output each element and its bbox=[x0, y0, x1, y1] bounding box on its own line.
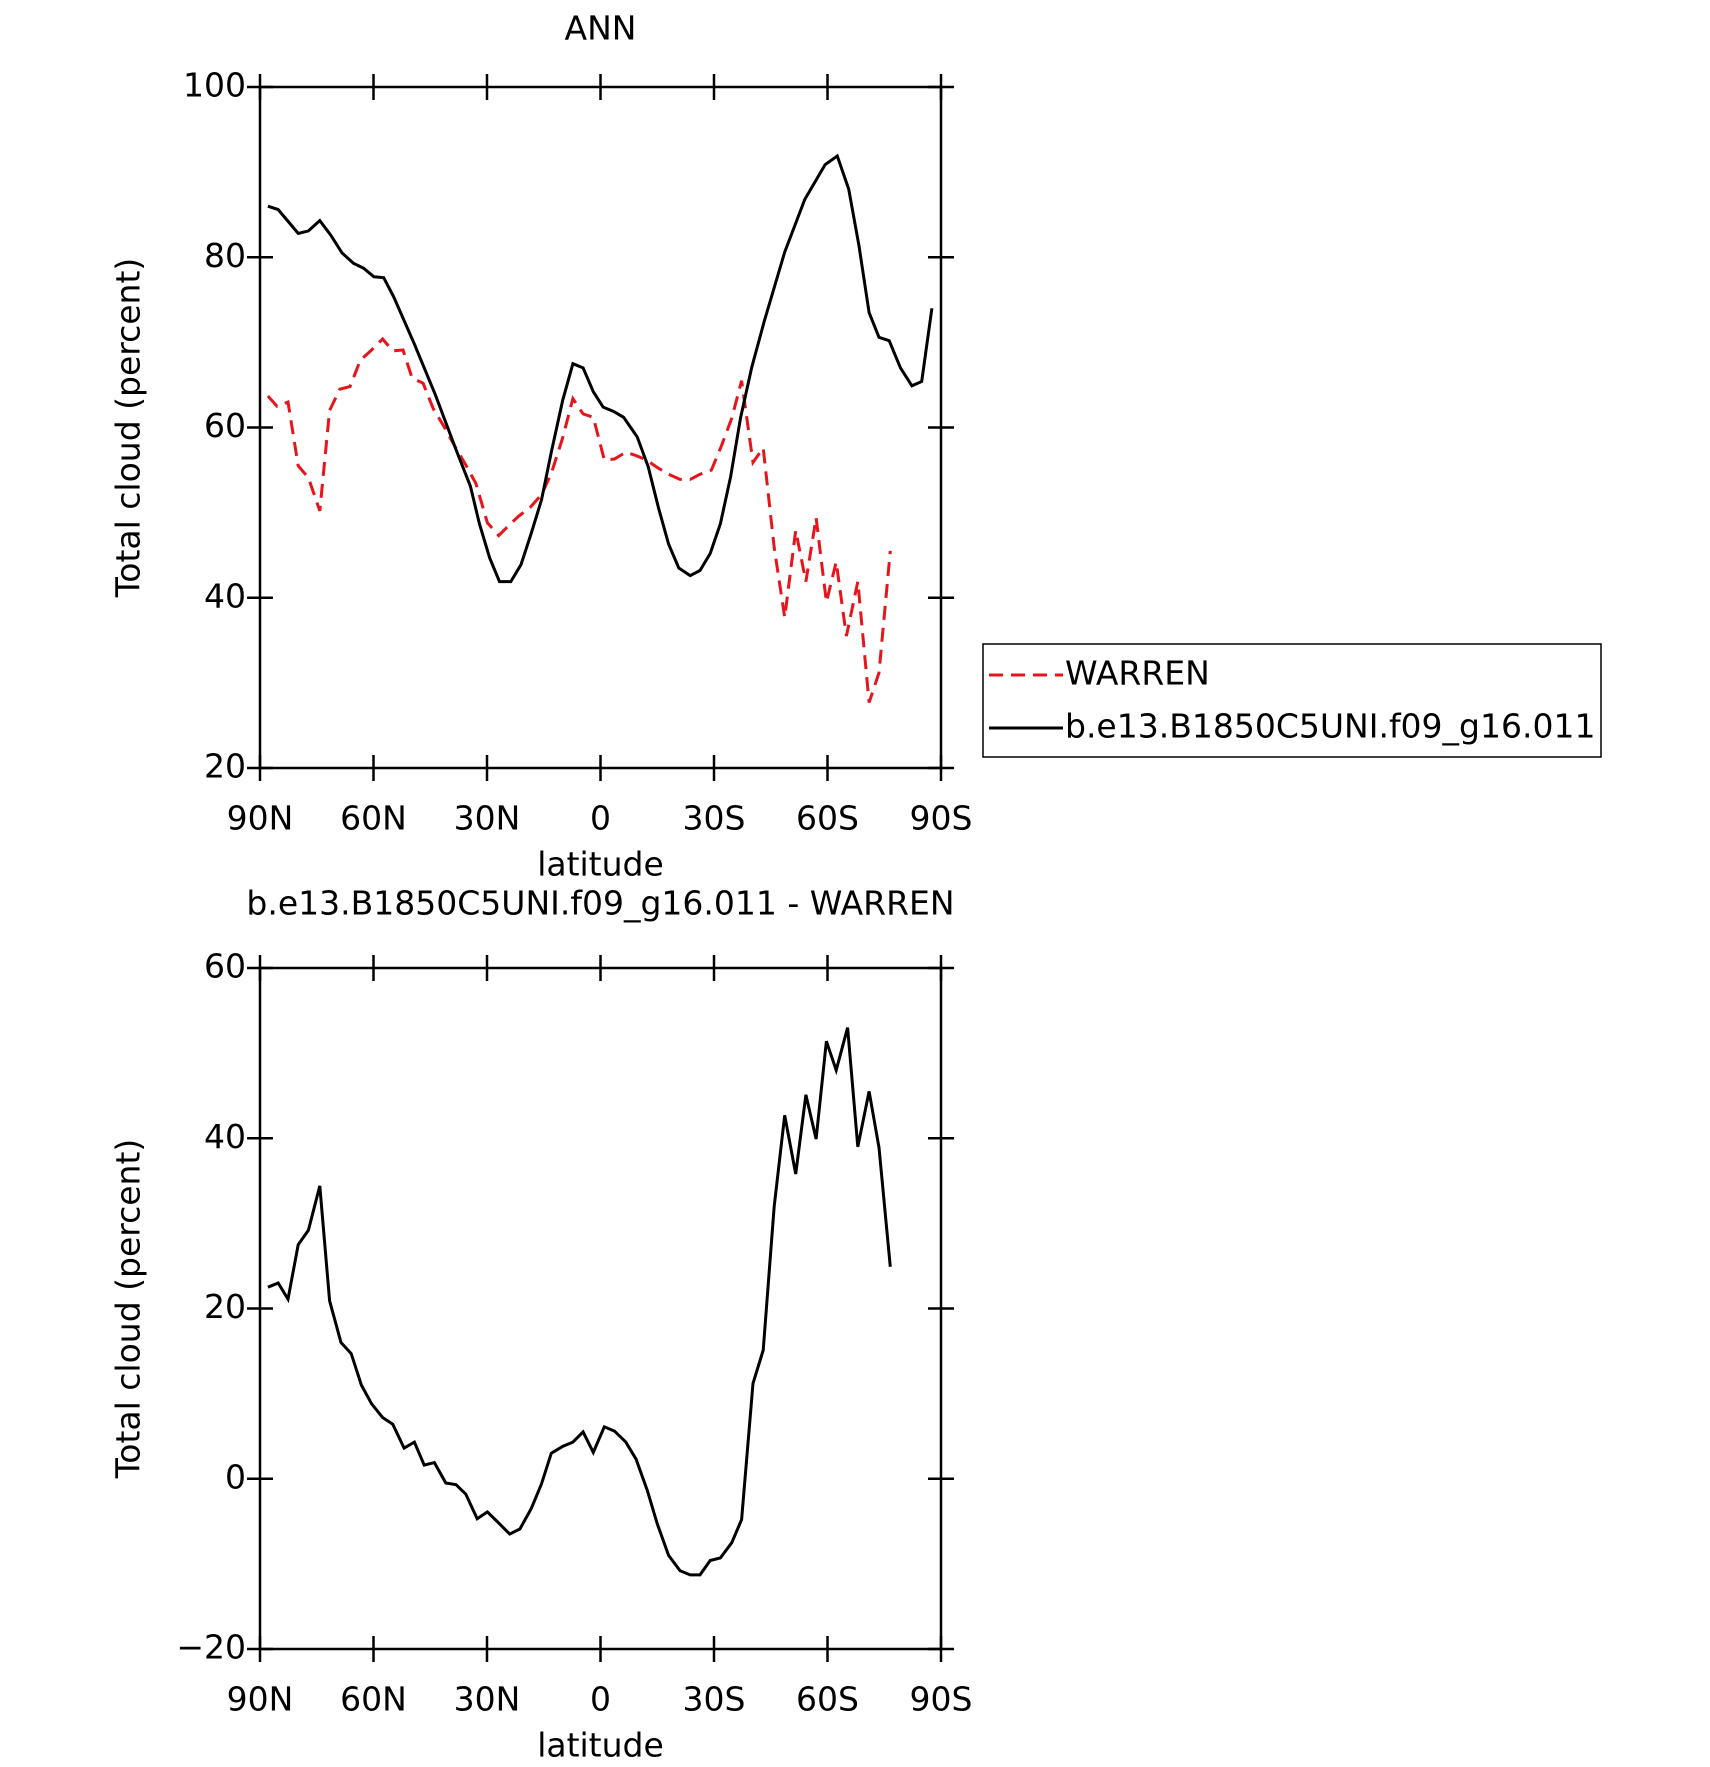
y-tick-label: 60 bbox=[204, 947, 246, 986]
x-tick-label: 60N bbox=[340, 1680, 407, 1719]
y-tick-label: −20 bbox=[176, 1628, 246, 1667]
x-tick-label: 30N bbox=[454, 1680, 521, 1719]
chart-title: b.e13.B1850C5UNI.f09_g16.011 - WARREN bbox=[246, 884, 954, 923]
y-tick-label: 40 bbox=[204, 1117, 246, 1156]
y-tick-label: 80 bbox=[204, 236, 246, 275]
data-line bbox=[267, 1027, 892, 1577]
y-tick-label: 40 bbox=[204, 576, 246, 615]
x-tick-label: 60N bbox=[340, 799, 407, 838]
y-tick-label: 0 bbox=[225, 1457, 246, 1496]
y-tick-label: 100 bbox=[183, 66, 246, 105]
plot-frame bbox=[258, 85, 943, 770]
chart-title: ANN bbox=[565, 9, 637, 48]
x-tick-label: 90S bbox=[910, 799, 973, 838]
x-tick-label: 90N bbox=[227, 1680, 294, 1719]
legend-label: WARREN bbox=[1065, 654, 1210, 693]
data-line bbox=[267, 153, 934, 584]
x-tick-label: 0 bbox=[590, 799, 611, 838]
x-tick-label: 60S bbox=[796, 799, 859, 838]
y-axis-title: Total cloud (percent) bbox=[109, 258, 148, 599]
plot-frame bbox=[258, 966, 943, 1651]
x-tick-label: 30S bbox=[683, 1680, 746, 1719]
x-axis-title: latitude bbox=[537, 845, 664, 884]
y-tick-label: 20 bbox=[204, 1287, 246, 1326]
x-tick-label: 0 bbox=[590, 1680, 611, 1719]
legend-box bbox=[982, 643, 1602, 758]
y-axis-title: Total cloud (percent) bbox=[109, 1139, 148, 1480]
legend-label: b.e13.B1850C5UNI.f09_g16.011 bbox=[1065, 707, 1595, 746]
x-tick-label: 30S bbox=[683, 799, 746, 838]
x-tick-label: 30N bbox=[454, 799, 521, 838]
data-line bbox=[266, 336, 892, 703]
x-tick-label: 60S bbox=[796, 1680, 859, 1719]
y-tick-label: 20 bbox=[204, 747, 246, 786]
x-axis-title: latitude bbox=[537, 1726, 664, 1765]
y-tick-label: 60 bbox=[204, 406, 246, 445]
x-tick-label: 90N bbox=[227, 799, 294, 838]
x-tick-label: 90S bbox=[910, 1680, 973, 1719]
